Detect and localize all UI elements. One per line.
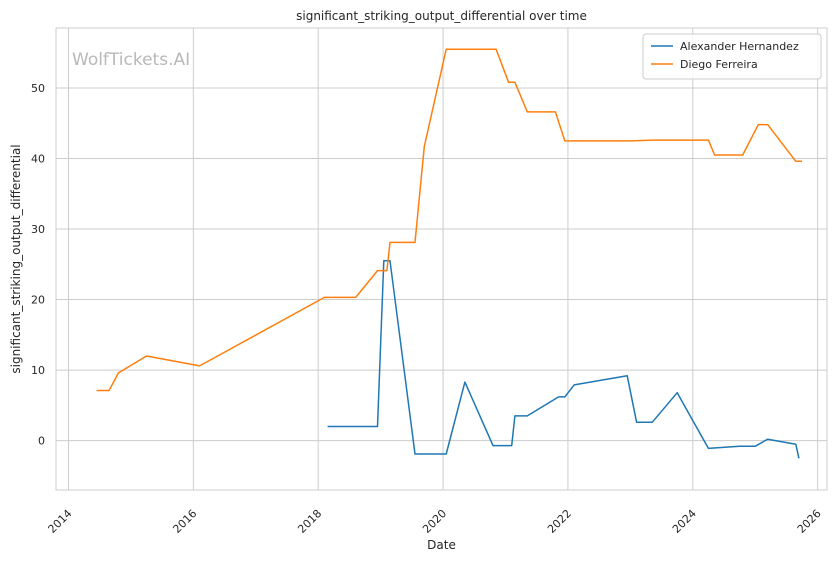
series-lines [96, 48, 802, 459]
y-tick-label: 10 [31, 364, 45, 377]
plot-frame [55, 27, 828, 491]
y-tick-label: 50 [31, 82, 45, 95]
y-axis-title: significant_striking_output_differential [9, 144, 23, 373]
x-axis-title: Date [427, 538, 456, 552]
chart-title: significant_striking_output_differential… [296, 9, 587, 23]
legend: Alexander Hernandez Diego Ferreira [642, 33, 822, 80]
legend-label: Diego Ferreira [680, 58, 758, 71]
legend-label: Alexander Hernandez [680, 40, 799, 53]
y-tick-label: 40 [31, 152, 45, 165]
y-tick-label: 20 [31, 294, 45, 307]
y-tick-label: 30 [31, 223, 45, 236]
y-tick-label: 0 [38, 435, 45, 448]
legend-box [642, 33, 822, 80]
series-line-alexander-hernandez [327, 260, 800, 459]
series-line-diego-ferreira [96, 48, 802, 392]
grid [56, 28, 827, 490]
watermark-text: WolfTickets.AI [72, 50, 190, 70]
